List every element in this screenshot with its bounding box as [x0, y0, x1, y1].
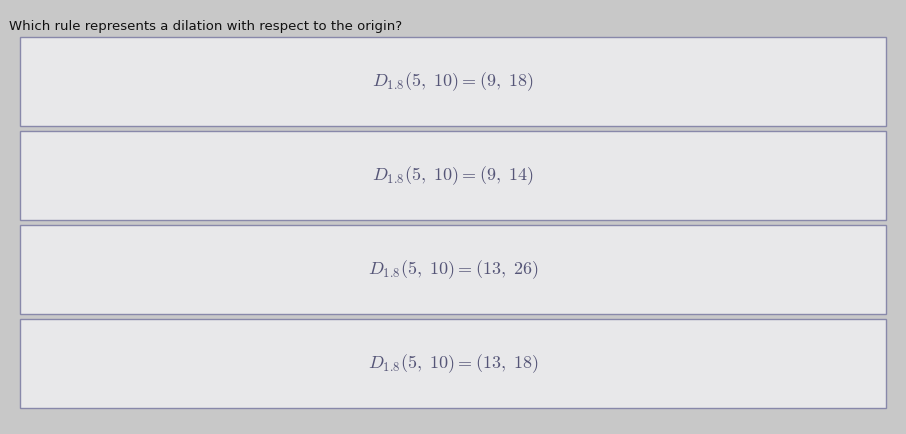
Text: Which rule represents a dilation with respect to the origin?: Which rule represents a dilation with re…	[9, 20, 402, 33]
Text: $D_{1.8}(5,\ 10) = (9,\ 14)$: $D_{1.8}(5,\ 10) = (9,\ 14)$	[372, 164, 534, 187]
Text: $D_{1.8}(5,\ 10) = (13,\ 18)$: $D_{1.8}(5,\ 10) = (13,\ 18)$	[368, 352, 538, 375]
Text: $D_{1.8}(5,\ 10) = (9,\ 18)$: $D_{1.8}(5,\ 10) = (9,\ 18)$	[372, 70, 534, 93]
FancyBboxPatch shape	[20, 319, 886, 408]
FancyBboxPatch shape	[20, 131, 886, 220]
FancyBboxPatch shape	[20, 225, 886, 314]
FancyBboxPatch shape	[20, 37, 886, 126]
Text: $D_{1.8}(5,\ 10) = (13,\ 26)$: $D_{1.8}(5,\ 10) = (13,\ 26)$	[368, 258, 538, 281]
